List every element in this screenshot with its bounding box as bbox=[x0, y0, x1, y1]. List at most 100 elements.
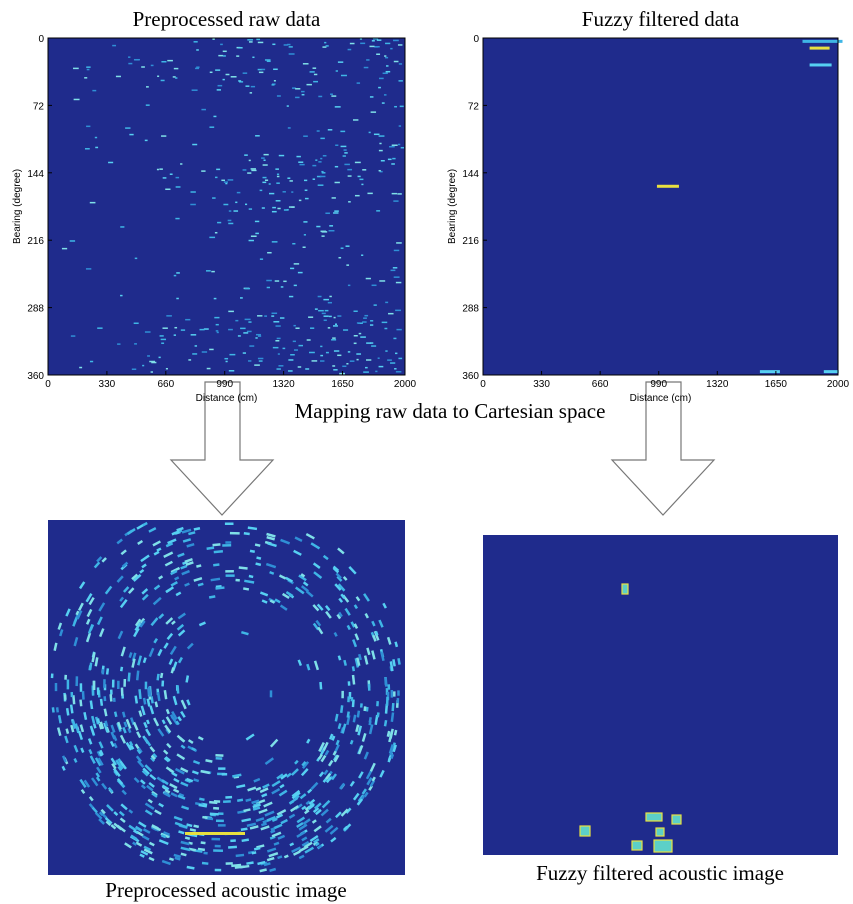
speckle bbox=[123, 678, 127, 687]
speckle bbox=[298, 574, 307, 582]
speckle bbox=[380, 160, 385, 162]
speckle bbox=[213, 849, 223, 852]
speckle bbox=[186, 865, 195, 870]
speckle bbox=[140, 784, 147, 790]
speckle bbox=[138, 821, 147, 828]
speckle bbox=[259, 787, 269, 794]
speckle bbox=[151, 824, 162, 832]
speckle bbox=[318, 741, 325, 752]
speckle bbox=[395, 352, 398, 355]
speckle bbox=[259, 868, 267, 873]
speckle bbox=[213, 806, 220, 810]
speckle bbox=[290, 267, 295, 270]
speckle bbox=[259, 258, 264, 260]
speckle bbox=[180, 744, 186, 750]
speckle bbox=[363, 371, 369, 373]
speckle bbox=[344, 607, 351, 616]
speckle bbox=[56, 727, 62, 737]
speckle bbox=[139, 568, 145, 574]
speckle bbox=[164, 724, 172, 734]
speckle bbox=[263, 153, 269, 156]
speckle bbox=[145, 104, 150, 106]
speckle bbox=[339, 782, 346, 790]
speckle bbox=[303, 221, 308, 223]
arrow-left bbox=[169, 381, 275, 516]
speckle bbox=[214, 868, 222, 872]
speckle bbox=[337, 315, 342, 317]
speckle bbox=[165, 617, 174, 625]
speckle bbox=[395, 281, 402, 284]
speckle bbox=[333, 350, 340, 352]
speckle bbox=[119, 760, 127, 770]
speckle bbox=[173, 815, 183, 822]
speckle bbox=[393, 691, 396, 697]
speckle bbox=[369, 45, 375, 48]
speckle bbox=[291, 846, 301, 854]
speckle bbox=[125, 718, 132, 729]
speckle bbox=[802, 39, 843, 43]
speckle bbox=[117, 680, 120, 689]
speckle bbox=[371, 776, 376, 782]
speckle bbox=[324, 41, 327, 44]
speckle bbox=[142, 657, 147, 664]
speckle bbox=[118, 810, 125, 817]
speckle bbox=[268, 852, 279, 858]
speckle bbox=[361, 788, 367, 795]
speckle bbox=[216, 89, 222, 91]
speckle bbox=[368, 724, 374, 735]
speckle bbox=[147, 686, 152, 697]
speckle bbox=[137, 655, 143, 666]
speckle bbox=[385, 42, 391, 45]
speckle bbox=[195, 67, 200, 70]
speckle bbox=[211, 837, 221, 841]
speckle bbox=[363, 791, 369, 798]
speckle bbox=[104, 720, 109, 727]
speckle bbox=[180, 699, 187, 710]
speckle bbox=[298, 845, 309, 853]
speckle bbox=[169, 173, 173, 175]
speckle bbox=[116, 575, 124, 583]
speckle bbox=[146, 719, 150, 725]
speckle bbox=[347, 696, 350, 703]
speckle bbox=[135, 670, 140, 681]
speckle bbox=[170, 581, 178, 587]
speckle bbox=[140, 554, 150, 563]
speckle bbox=[323, 319, 327, 322]
speckle bbox=[353, 342, 357, 345]
speckle bbox=[280, 818, 288, 825]
speckle bbox=[228, 845, 238, 849]
speckle bbox=[181, 569, 190, 576]
speckle bbox=[320, 157, 323, 160]
heatmap-background bbox=[483, 38, 838, 375]
speckle bbox=[88, 662, 93, 670]
speckle bbox=[262, 164, 268, 166]
speckle bbox=[387, 684, 391, 690]
speckle bbox=[265, 562, 277, 569]
speckle bbox=[141, 593, 149, 601]
speckle bbox=[255, 135, 260, 137]
speckle bbox=[156, 547, 162, 552]
speckle bbox=[70, 724, 75, 733]
speckle bbox=[89, 725, 96, 736]
speckle bbox=[133, 58, 140, 61]
speckle bbox=[397, 658, 401, 665]
speckle bbox=[73, 744, 79, 753]
speckle bbox=[388, 312, 394, 315]
speckle bbox=[134, 622, 142, 632]
speckle bbox=[313, 80, 319, 83]
speckle bbox=[225, 360, 228, 363]
speckle bbox=[248, 360, 252, 362]
speckle bbox=[158, 575, 164, 580]
speckle bbox=[301, 840, 310, 847]
speckle bbox=[199, 797, 205, 802]
speckle bbox=[261, 793, 268, 798]
speckle bbox=[313, 838, 320, 844]
speckle bbox=[115, 75, 121, 78]
speckle bbox=[359, 178, 364, 181]
speckle bbox=[331, 197, 336, 199]
speckle bbox=[278, 365, 284, 367]
speckle bbox=[300, 585, 310, 593]
speckle bbox=[302, 818, 311, 825]
speckle bbox=[240, 297, 243, 299]
speckle bbox=[161, 719, 166, 725]
